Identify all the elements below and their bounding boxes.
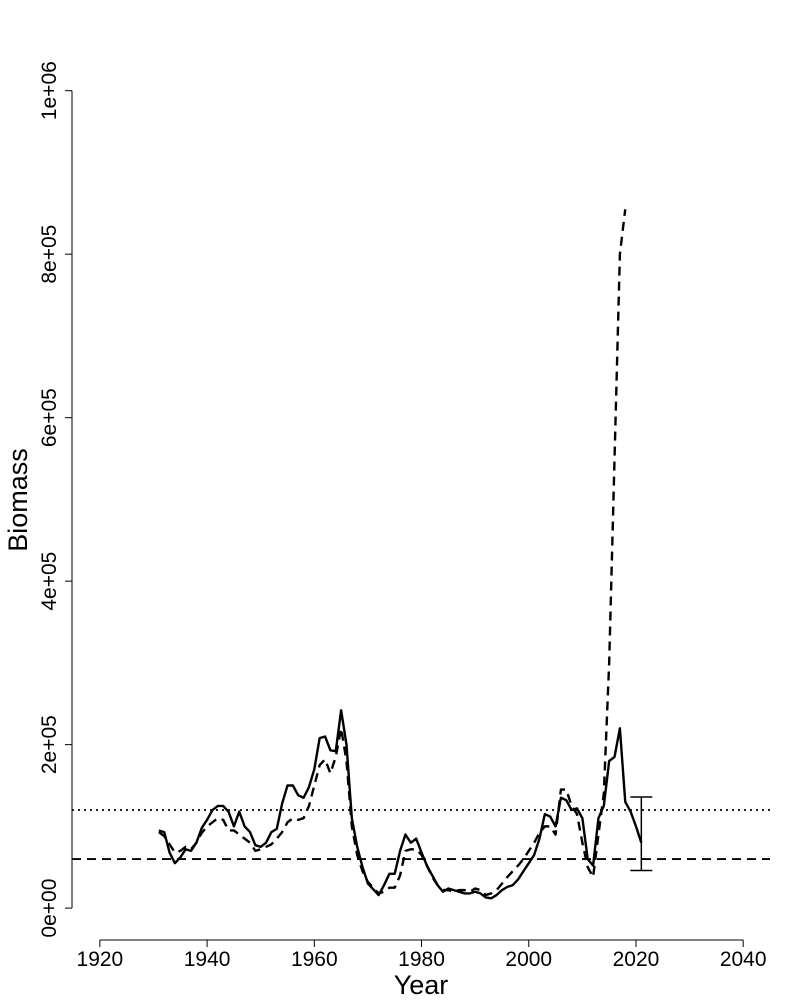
x-tick-label: 1960 — [291, 948, 338, 971]
series-line — [158, 709, 643, 900]
y-tick-label: 6e+05 — [38, 388, 61, 447]
y-axis-title: Biomass — [3, 448, 33, 552]
x-tick-label: 2040 — [720, 948, 767, 971]
y-tick-label: 2e+05 — [38, 715, 61, 774]
x-tick-label: 2020 — [613, 948, 660, 971]
x-tick-label: 1920 — [77, 948, 124, 971]
series-line — [158, 209, 627, 897]
x-tick-label: 2000 — [505, 948, 552, 971]
y-tick-label: 0e+00 — [38, 879, 61, 938]
y-tick-label: 8e+05 — [38, 225, 61, 284]
y-tick-label: 1e+06 — [38, 61, 61, 120]
y-tick-label: 4e+05 — [38, 552, 61, 611]
x-tick-label: 1940 — [184, 948, 231, 971]
x-axis-title: Year — [394, 970, 449, 1000]
x-tick-label: 1980 — [398, 948, 445, 971]
